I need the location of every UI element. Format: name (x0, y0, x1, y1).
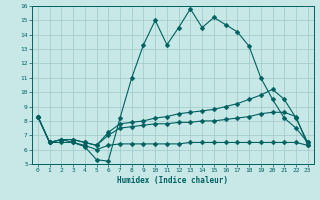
X-axis label: Humidex (Indice chaleur): Humidex (Indice chaleur) (117, 176, 228, 185)
